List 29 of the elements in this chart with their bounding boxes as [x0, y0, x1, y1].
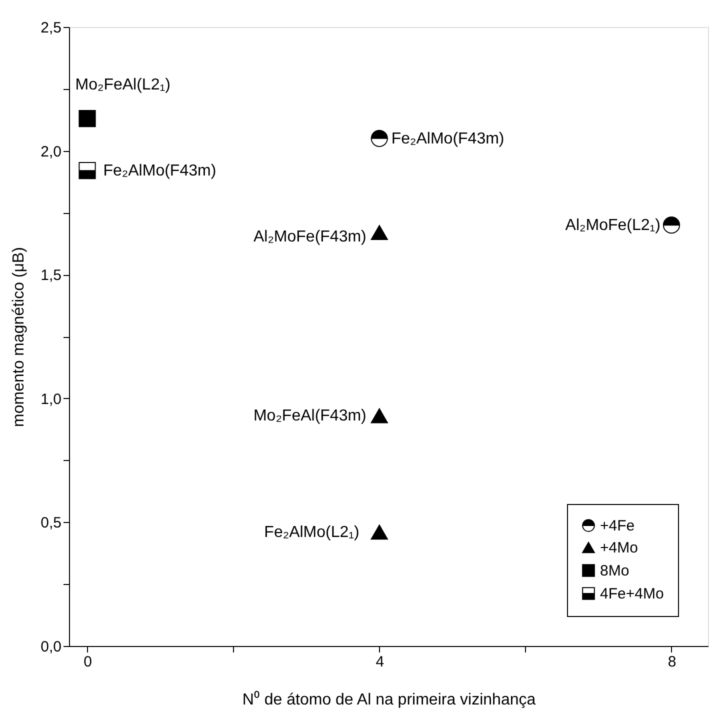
point — [78, 162, 96, 180]
y-tick-label: 2,5 — [40, 20, 62, 36]
annotation: Fe₂AlMo(F43m) — [103, 162, 216, 180]
x-tick-label: 8 — [668, 654, 676, 670]
point — [78, 110, 96, 128]
point — [370, 225, 388, 240]
y-tick-label: 0,5 — [40, 514, 62, 532]
point — [662, 216, 680, 234]
x-tick-label: 0 — [84, 654, 92, 670]
y-tick-label: 2,0 — [40, 143, 62, 160]
annotation: Fe₂AlMo(L2₁) — [264, 524, 360, 542]
y-tick-label: 1,0 — [40, 390, 62, 408]
legend-label: +4Fe — [600, 518, 635, 534]
annotation: Fe₂AlMo(F43m) — [391, 130, 504, 148]
x-tick-label: 4 — [376, 654, 384, 670]
point — [370, 130, 388, 147]
annotation: Mo₂FeAl(F43m) — [253, 408, 366, 425]
annotation: Al₂MoFe(L2₁) — [565, 217, 660, 234]
y-tick-label: 1,5 — [40, 267, 62, 284]
legend-label: 4Fe+4Mo — [600, 586, 664, 602]
point — [370, 524, 388, 540]
annotation: Al₂MoFe(F43m) — [253, 228, 366, 246]
point — [370, 408, 388, 424]
x-axis-title: N⁰ de átomo de Al na primeira vizinhança — [242, 690, 536, 708]
y-tick-label: 0,0 — [40, 638, 62, 656]
y-axis-title: momento magnético (μB) — [10, 247, 28, 427]
legend-label: 8Mo — [600, 562, 630, 580]
legend-label: +4Mo — [600, 540, 638, 556]
annotation: Mo₂FeAl(L2₁) — [75, 76, 170, 94]
